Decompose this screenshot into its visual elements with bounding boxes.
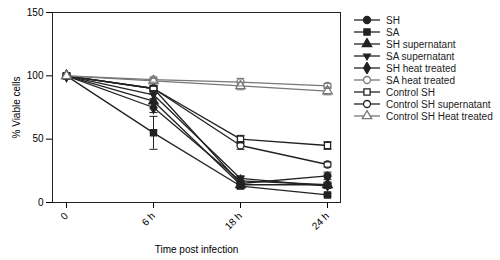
svg-text:0: 0 (58, 210, 70, 222)
svg-text:150: 150 (27, 7, 44, 18)
html-text:SH heat treated: SH heat treated (386, 62, 456, 74)
svg-text:6 h: 6 h (140, 210, 158, 228)
svg-text:18 h: 18 h (223, 210, 245, 232)
html-text:SH: SH (386, 14, 400, 26)
html-text:SA heat treated: SA heat treated (386, 74, 455, 86)
svg-text:100: 100 (27, 70, 44, 81)
svg-text:0: 0 (38, 197, 44, 208)
html-text:SH supernatant: SH supernatant (386, 38, 456, 50)
html-text:Control SH Heat treated: Control SH Heat treated (386, 110, 493, 122)
svg-text:50: 50 (32, 133, 44, 144)
html-text:SA supernatant: SA supernatant (386, 50, 455, 62)
html-text:SA: SA (386, 26, 400, 38)
svg-text:Time post infection: Time post infection (155, 244, 239, 255)
html-text:Control SH supernatant: Control SH supernatant (386, 98, 491, 110)
svg-text:24 h: 24 h (310, 210, 332, 232)
html-text:Control SH: Control SH (386, 86, 435, 98)
svg-text:% Viable cells: % Viable cells (11, 76, 22, 138)
